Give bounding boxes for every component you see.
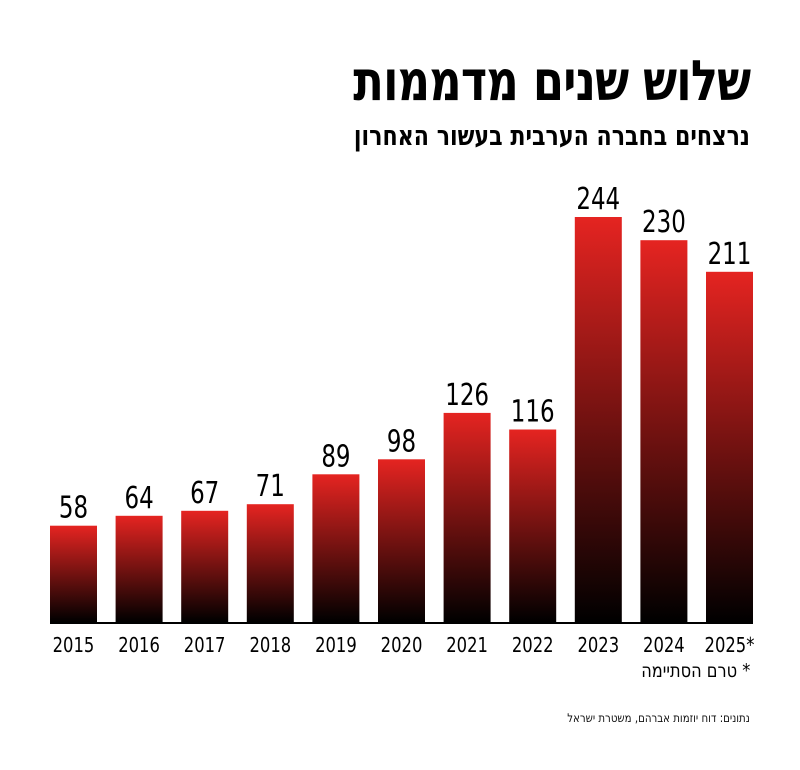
bar-2019 [312,474,360,622]
x-tick-label-2024: 2024 [643,635,685,658]
bars-group [50,217,753,622]
bar-2018 [246,504,294,622]
value-label-2023: 244 [576,181,620,217]
value-label-2019: 89 [321,438,350,474]
bar-2017 [181,510,229,622]
value-label-2020: 98 [387,423,416,459]
bar-2023 [574,217,622,622]
value-label-2015: 58 [59,490,88,526]
bar-2020 [378,459,425,622]
value-label-2021: 126 [445,377,489,413]
x-tick-label-2023: 2023 [577,635,619,658]
x-tick-label-2021: 2021 [446,635,488,658]
x-tick-label-2017: 2017 [184,635,226,658]
source-note: נתונים: דוח יוזמות אברהם, משטרת ישראל [567,711,750,725]
x-tick-label-2022: 2022 [512,635,554,658]
bar-2015 [50,525,97,622]
value-label-2018: 71 [256,468,285,504]
x-tick-labels-group: 2015 2016 2017 2018 2019 2020 2021 2022 2023 2024… [53,635,755,658]
x-tick-label-2015: 2015 [53,635,95,658]
bar-2025* [706,271,753,622]
x-tick-label-2018: 2018 [249,635,291,658]
value-label-2022: 116 [511,393,555,429]
x-tick-label-2019: 2019 [315,635,357,658]
value-labels-group: 58 64 67 71 89 98 126 116 244 230 211 [59,181,751,525]
value-label-2024: 230 [642,204,686,240]
x-tick-label-2025*: 2025* [705,635,755,658]
x-tick-label-2020: 2020 [381,635,423,658]
chart-title: שלוש שנים מדממות [352,49,751,114]
bar-2024 [640,240,688,622]
bar-2021 [443,412,491,622]
bar-chart: 58 64 67 71 89 98 126 116 244 230 211 2015 2016 2017… [50,181,755,658]
value-label-2025*: 211 [708,236,752,272]
bar-2016 [115,515,163,622]
chart-subtitle: נרצחים בחברה הערבית בעשור האחרון [353,121,750,152]
x-tick-label-2016: 2016 [118,635,160,658]
bar-2022 [509,429,557,622]
value-label-2017: 67 [190,475,219,511]
value-label-2016: 64 [125,480,154,516]
footnote: * טרם הסתיימה [640,660,750,682]
